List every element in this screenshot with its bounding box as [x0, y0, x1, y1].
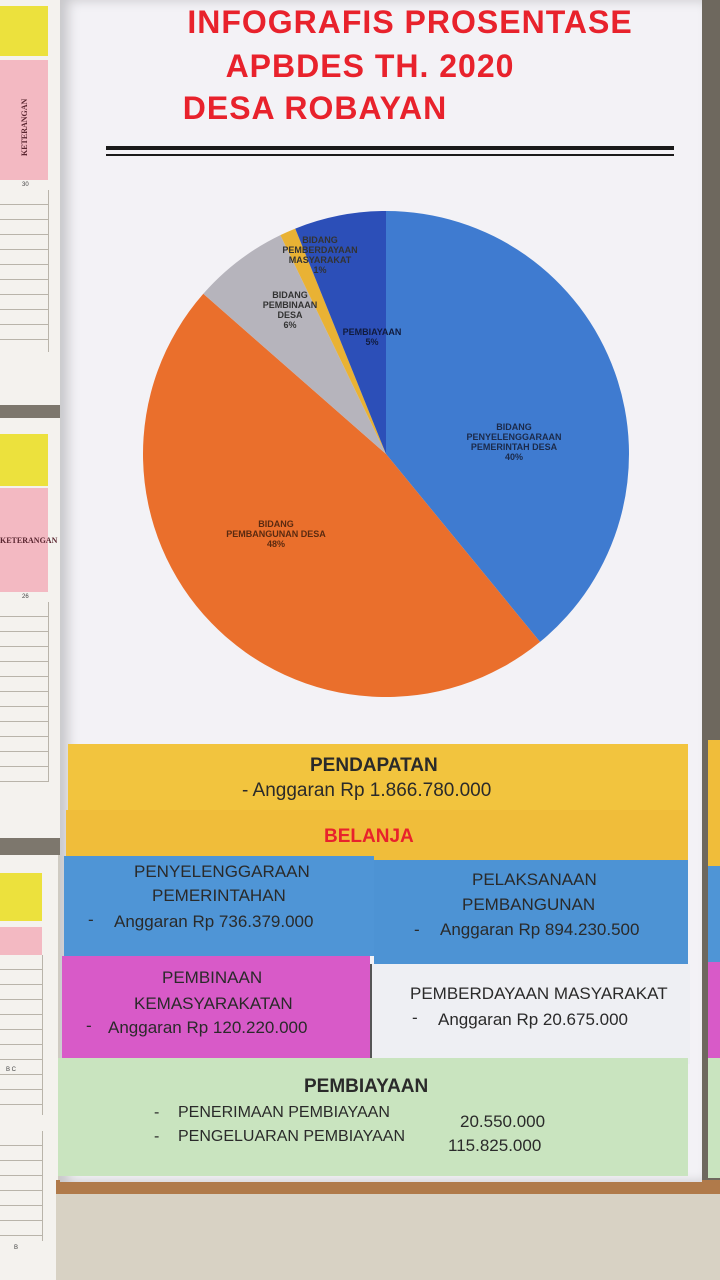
- pie-label-s3-line-3: 6%: [283, 320, 296, 330]
- belanja-heading: BELANJA: [324, 826, 414, 847]
- sheet-grid-lower: [0, 1131, 43, 1241]
- pengeluaran-label: PENGELUARAN PEMBIAYAAN: [178, 1128, 406, 1145]
- side-sheet-1: KETERANGAN 30: [0, 0, 64, 405]
- pembinaan-title-2: KEMASYARAKATAN: [134, 994, 293, 1013]
- pembinaan-dash: -: [86, 1016, 92, 1035]
- pie-label-s5-line-0: PEMBIAYAAN: [343, 327, 402, 337]
- pie-label-s4-line-2: MASYARAKAT: [289, 255, 352, 265]
- penyelenggaraan-title-1: PENYELENGGARAAN: [134, 862, 310, 881]
- sheet-number: 30: [22, 182, 29, 188]
- pie-label-s4-line-0: BIDANG: [302, 235, 338, 245]
- slice-penyelenggaraan: [386, 211, 629, 642]
- pie-label-s3-line-1: PEMBINAAN: [263, 300, 318, 310]
- sheet-pink-column: [0, 927, 42, 955]
- sheet-yellow-header: [0, 873, 42, 921]
- pemberdayaan-amount: Anggaran Rp 20.675.000: [438, 1010, 628, 1029]
- pie-label-s1-line-1: PENYELENGGARAAN: [466, 432, 561, 442]
- pie-label-s1-line-3: 40%: [505, 452, 523, 462]
- pelaksanaan-amount: Anggaran Rp 894.230.500: [440, 920, 640, 939]
- sheet-grid: [0, 602, 49, 782]
- right-edge-pink: [708, 962, 720, 1058]
- penerimaan-dash: -: [154, 1104, 160, 1121]
- penyelenggaraan-box: [64, 856, 374, 956]
- sheet-number: 26: [22, 594, 29, 600]
- pembiayaan-box: [58, 1058, 688, 1176]
- title-line-1: INFOGRAFIS PROSENTASE: [187, 4, 633, 40]
- board-frame-bottom: [56, 1180, 720, 1194]
- pendapatan-box: [68, 744, 688, 810]
- pelaksanaan-box: [374, 860, 688, 964]
- sheet-yellow-header: [0, 6, 48, 56]
- pendapatan-heading: PENDAPATAN: [310, 755, 438, 776]
- pie-label-s4-line-1: PEMBERDAYAAN: [282, 245, 357, 255]
- title-line-2: APBDES TH. 2020: [225, 48, 515, 84]
- pembinaan-title-1: PEMBINAAN: [162, 968, 263, 987]
- pemberdayaan-box: [370, 964, 690, 1064]
- pie-label-s3-line-0: BIDANG: [272, 290, 308, 300]
- pembinaan-amount: Anggaran Rp 120.220.000: [108, 1018, 308, 1037]
- right-edge-blue: [708, 866, 720, 962]
- penerimaan-amount: 20.550.000: [460, 1112, 546, 1131]
- sheet-pink-column: KETERANGAN: [0, 488, 57, 592]
- slice-pembiayaan: [295, 211, 386, 454]
- sheet-yellow-header: [0, 434, 48, 486]
- penyelenggaraan-title-2: PEMERINTAHAN: [152, 886, 286, 905]
- pembinaan-box: [62, 956, 370, 1058]
- pie-label-s1-line-2: PEMERINTAH DESA: [471, 442, 558, 452]
- pie-label-s1-line-0: BIDANG: [496, 422, 532, 432]
- pelaksanaan-title-2: PEMBANGUNAN: [462, 895, 596, 914]
- penyelenggaraan-amount: Anggaran Rp 736.379.000: [114, 912, 314, 931]
- sheet-number: B: [14, 1245, 19, 1251]
- side-sheet-3: B C B: [0, 855, 60, 1280]
- pie-label-s2-line-0: BIDANG: [258, 519, 294, 529]
- slice-pembangunan: [143, 293, 541, 697]
- pelaksanaan-title-1: PELAKSANAAN: [472, 870, 597, 889]
- right-edge-yellow: [708, 740, 720, 866]
- title-rule-thick: [106, 146, 674, 150]
- side-sheet-2: KETERANGAN 26: [0, 418, 64, 838]
- title-line-3: DESA ROBAYAN: [182, 90, 448, 126]
- title-rule-thin: [106, 154, 674, 156]
- pembiayaan-heading: PEMBIAYAAN: [304, 1076, 429, 1097]
- sheet-pink-column: KETERANGAN: [0, 60, 48, 180]
- pelaksanaan-dash: -: [414, 920, 420, 939]
- pie-label-s2-line-2: 48%: [267, 539, 285, 549]
- penerimaan-label: PENERIMAAN PEMBIAYAAN: [178, 1104, 390, 1121]
- wall-below: [56, 1194, 720, 1280]
- pie-label-s2-line-1: PEMBANGUNAN DESA: [226, 529, 326, 539]
- sheet-keterangan-label: KETERANGAN: [0, 536, 58, 545]
- sheet-grid: [0, 955, 43, 1115]
- slice-pembinaan: [203, 235, 386, 454]
- pengeluaran-amount: 115.825.000: [448, 1136, 542, 1155]
- pendapatan-amount: - Anggaran Rp 1.866.780.000: [242, 780, 492, 801]
- pengeluaran-dash: -: [154, 1128, 160, 1145]
- pemberdayaan-dash: -: [412, 1008, 418, 1027]
- slice-pemberdayaan: [280, 228, 386, 454]
- pemberdayaan-title: PEMBERDAYAAN MASYARAKAT: [410, 984, 668, 1003]
- pie-label-s3-line-2: DESA: [277, 310, 303, 320]
- sheet-grid: [0, 190, 49, 352]
- pie-label-s4-line-3: 1%: [313, 265, 326, 275]
- right-edge-green: [708, 1058, 720, 1178]
- penyelenggaraan-dash: -: [88, 910, 94, 929]
- pie-label-s5-line-1: 5%: [365, 337, 378, 347]
- sheet-columns-label: B C: [6, 1067, 17, 1073]
